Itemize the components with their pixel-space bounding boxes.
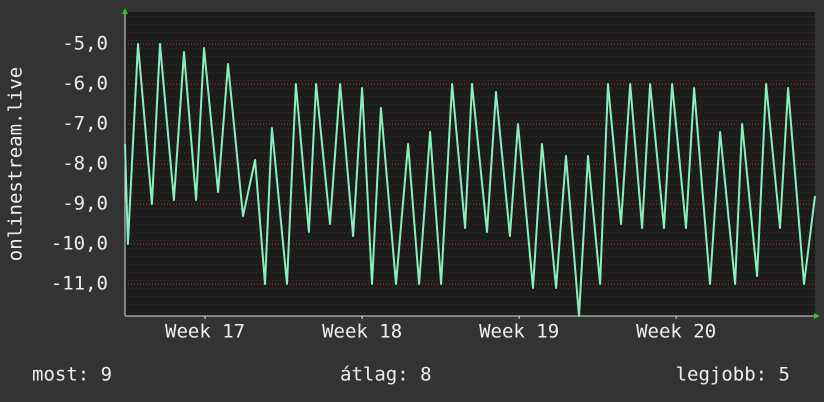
x-tick-label: Week 17: [165, 321, 245, 343]
x-tick-label: Week 19: [479, 321, 559, 343]
y-arrow: [122, 8, 128, 14]
y-tick-label: -9,0: [62, 193, 108, 215]
x-arrow: [814, 313, 820, 319]
footer-average: átlag: 8: [340, 364, 432, 386]
footer-current: most: 9: [32, 364, 112, 386]
y-tick-label: -5,0: [62, 33, 108, 55]
y-tick-label: -7,0: [62, 113, 108, 135]
x-tick-label: Week 20: [636, 321, 716, 343]
x-tick-label: Week 18: [322, 321, 402, 343]
y-tick-label: -10,0: [51, 233, 108, 255]
data-line: [124, 43, 816, 317]
y-axis-label: onlinestream.live: [5, 67, 27, 261]
y-tick-label: -8,0: [62, 153, 108, 175]
y-tick-label: -6,0: [62, 73, 108, 95]
footer-best: legjobb: 5: [676, 364, 790, 386]
y-tick-label: -11,0: [51, 273, 108, 295]
